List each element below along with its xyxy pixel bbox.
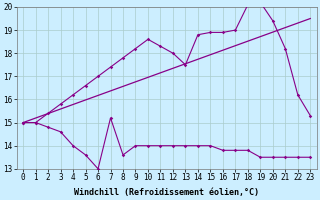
X-axis label: Windchill (Refroidissement éolien,°C): Windchill (Refroidissement éolien,°C) (74, 188, 259, 197)
